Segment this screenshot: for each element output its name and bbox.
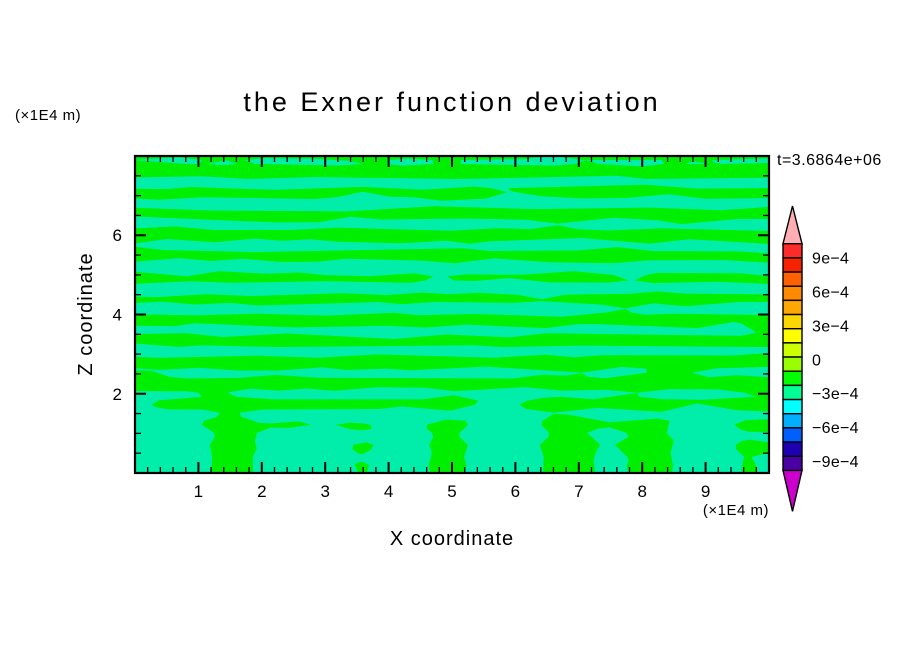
svg-text:6e−4: 6e−4 [812, 284, 849, 301]
svg-text:−9e−4: −9e−4 [812, 454, 859, 471]
svg-text:t=3.6864e+06: t=3.6864e+06 [777, 152, 882, 169]
svg-text:−6e−4: −6e−4 [812, 420, 859, 437]
svg-text:(×1E4 m): (×1E4 m) [703, 502, 769, 519]
svg-text:2: 2 [113, 385, 122, 404]
svg-text:4: 4 [113, 306, 122, 325]
svg-text:9: 9 [701, 482, 710, 501]
svg-text:(×1E4 m): (×1E4 m) [15, 107, 81, 124]
svg-text:9e−4: 9e−4 [812, 251, 849, 268]
svg-text:7: 7 [574, 482, 583, 501]
svg-text:4: 4 [384, 482, 393, 501]
svg-text:6: 6 [511, 482, 520, 501]
svg-text:5: 5 [447, 482, 456, 501]
svg-text:2: 2 [257, 482, 266, 501]
svg-text:0: 0 [812, 352, 821, 369]
svg-text:the Exner function deviation: the Exner function deviation [243, 87, 660, 117]
svg-text:X coordinate: X coordinate [390, 528, 514, 550]
svg-text:−3e−4: −3e−4 [812, 386, 859, 403]
svg-text:3: 3 [320, 482, 329, 501]
svg-text:1: 1 [194, 482, 203, 501]
svg-text:8: 8 [637, 482, 646, 501]
svg-text:3e−4: 3e−4 [812, 318, 849, 335]
svg-text:Z coordinate: Z coordinate [75, 252, 97, 375]
svg-text:6: 6 [113, 226, 122, 245]
